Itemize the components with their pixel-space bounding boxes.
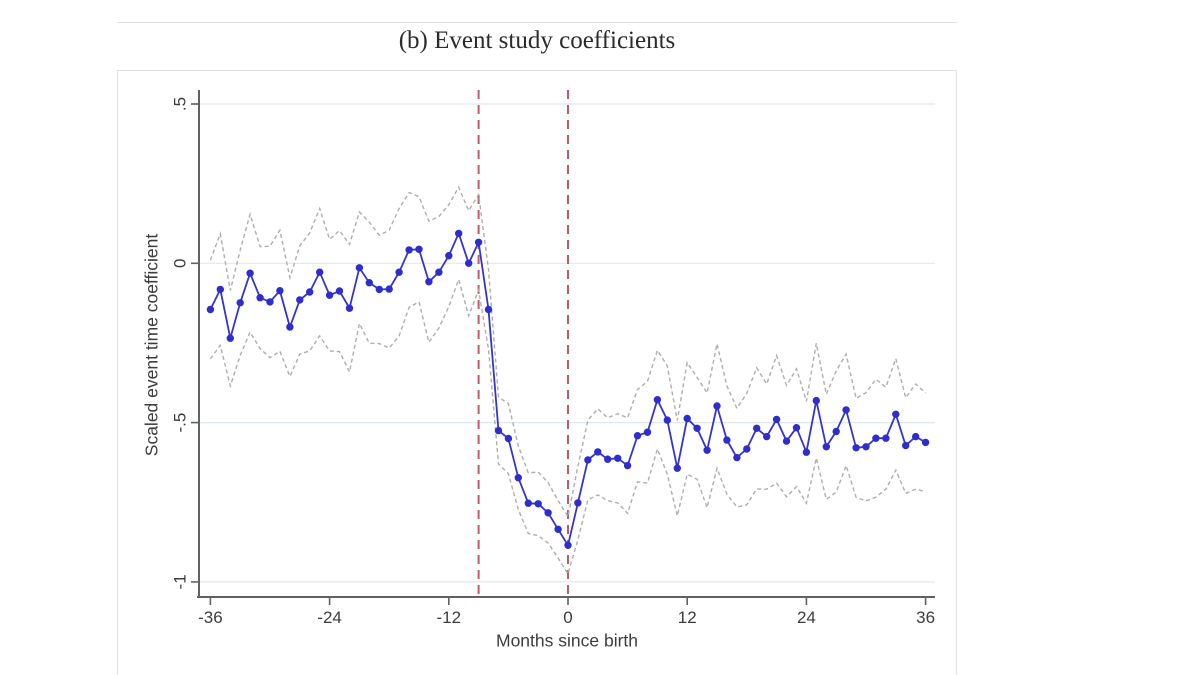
x-axis-title: Months since birth: [495, 630, 639, 651]
coefficient-marker: [753, 424, 761, 432]
x-tick-label: 24: [797, 608, 816, 627]
coefficient-marker: [415, 245, 423, 254]
event-study-chart: .5 0 -.5 -1 -36 -24 -12 0 12 24 36: [170, 90, 935, 627]
ci-lower-line: [209, 277, 926, 576]
coefficient-marker: [365, 279, 373, 287]
coefficient-marker: [653, 396, 662, 404]
y-tick-label: -1: [170, 574, 189, 589]
coefficient-marker: [544, 509, 552, 517]
coefficient-marker: [554, 525, 562, 533]
coefficient-marker: [862, 443, 870, 451]
coefficient-marker: [872, 434, 880, 442]
coefficient-marker: [395, 268, 403, 276]
coefficient-marker: [266, 298, 274, 306]
coefficient-marker: [693, 424, 701, 432]
coefficient-marker: [852, 444, 860, 452]
coefficient-marker: [812, 396, 820, 405]
figure-title: (b) Event study coefficients: [398, 27, 676, 54]
coefficient-marker: [643, 428, 652, 436]
coefficient-marker: [782, 437, 791, 445]
coefficient-marker: [594, 448, 602, 456]
coefficient-marker: [564, 541, 572, 549]
coefficient-marker: [524, 499, 532, 507]
reference-lines: [477, 90, 569, 597]
coefficient-marker: [504, 434, 513, 443]
coefficient-marker: [772, 415, 781, 424]
coefficient-marker: [792, 424, 801, 432]
coefficient-marker: [832, 427, 840, 436]
coefficient-marker: [296, 296, 304, 304]
coefficient-marker: [494, 426, 503, 435]
coefficient-marker: [216, 285, 225, 294]
coefficient-marker: [375, 285, 383, 294]
coefficient-marker: [892, 410, 900, 418]
x-tick-label: 0: [563, 608, 572, 627]
coefficient-marker: [355, 264, 364, 272]
coefficient-marker: [584, 456, 592, 464]
coefficient-marker: [743, 445, 751, 453]
coefficient-marker: [921, 438, 930, 447]
coefficient-marker: [306, 288, 314, 296]
coefficient-marker: [465, 259, 473, 267]
x-tick-label: 36: [916, 608, 935, 627]
coefficient-marker: [802, 448, 811, 456]
x-axis-ticks: -36 -24 -12 0 12 24 36: [198, 597, 935, 627]
coefficient-marker: [276, 287, 284, 295]
coefficient-marker: [902, 441, 910, 450]
axes: [197, 90, 935, 598]
coefficient-marker: [425, 278, 433, 286]
x-tick-label: -36: [198, 608, 223, 627]
coefficient-marker: [445, 252, 453, 260]
coefficient-marker: [435, 268, 443, 276]
coefficient-marker: [713, 402, 721, 410]
x-tick-label: 12: [678, 608, 697, 627]
y-axis-title: Scaled event time coefficient: [141, 233, 162, 457]
coefficient-marker: [405, 246, 413, 254]
coefficient-marker: [226, 334, 235, 342]
y-tick-label: .5: [170, 97, 189, 111]
coefficient-marker: [236, 299, 244, 307]
y-tick-label: 0: [170, 259, 189, 268]
coefficient-marker: [614, 454, 622, 462]
figure-top-border: [117, 22, 957, 23]
coefficient-marker: [912, 432, 920, 441]
coefficient-marker: [822, 443, 830, 451]
coefficient-marker: [474, 238, 483, 247]
coefficient-marker: [286, 323, 294, 331]
x-tick-label: -12: [437, 608, 462, 627]
coefficient-marker: [763, 432, 771, 441]
coefficient-marker: [514, 474, 522, 482]
coefficient-series: [206, 229, 930, 549]
coefficient-marker: [455, 229, 463, 238]
coefficient-marker: [534, 500, 542, 508]
coefficient-marker: [574, 499, 582, 507]
coefficient-marker: [733, 453, 741, 462]
coefficient-marker: [623, 461, 632, 470]
x-tick-label: -24: [317, 608, 342, 627]
coefficient-marker: [246, 269, 254, 277]
y-axis-ticks: .5 0 -.5 -1: [170, 97, 199, 589]
coefficient-marker: [206, 305, 215, 314]
coefficient-marker: [633, 432, 642, 440]
coefficient-marker: [683, 414, 691, 423]
coefficient-marker: [335, 287, 344, 295]
ci-upper-line: [209, 185, 927, 519]
coefficient-marker: [604, 455, 612, 463]
coefficient-marker: [385, 285, 393, 293]
coefficient-marker: [484, 305, 493, 314]
coefficient-marker: [325, 291, 334, 299]
y-tick-label: -.5: [170, 413, 189, 433]
coefficient-marker: [663, 416, 671, 424]
coefficient-marker: [882, 434, 890, 442]
coefficient-marker: [703, 446, 711, 454]
coefficient-marker: [723, 436, 731, 444]
coefficient-marker: [345, 304, 354, 312]
coefficient-marker: [842, 406, 850, 414]
confidence-band: [209, 185, 927, 576]
coefficient-marker: [673, 464, 681, 472]
coefficient-marker: [316, 268, 324, 276]
coefficient-marker: [256, 294, 264, 302]
